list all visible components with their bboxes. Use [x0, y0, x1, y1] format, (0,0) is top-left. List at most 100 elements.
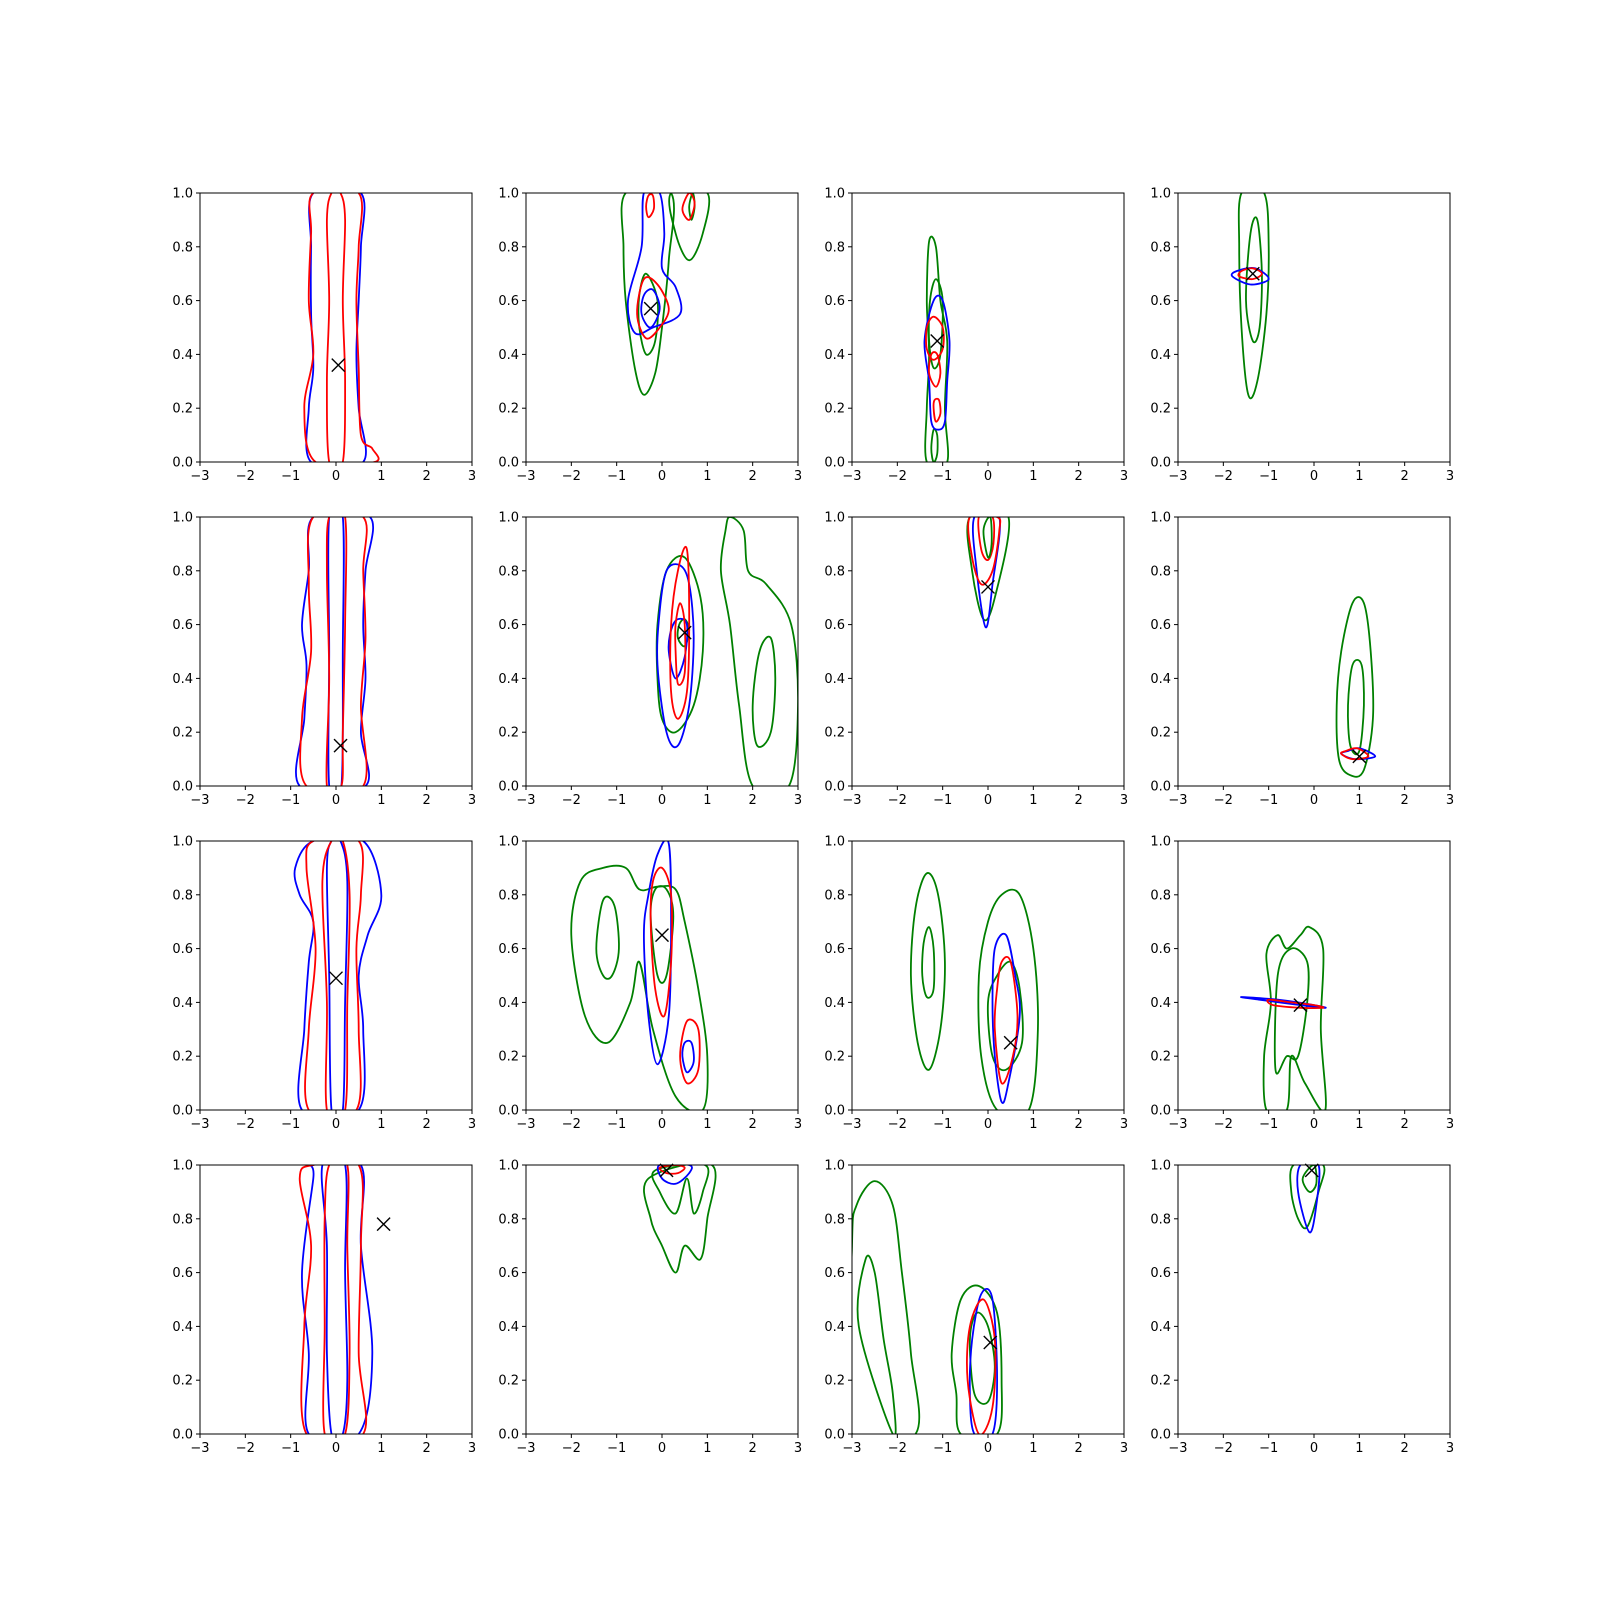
x-tick-label: −3 [1168, 469, 1187, 484]
x-tick-label: −1 [1259, 1441, 1278, 1456]
y-tick-label: 0.6 [824, 942, 845, 957]
y-tick-label: 0.8 [498, 888, 519, 903]
contour-green [668, 193, 711, 262]
plot-area [525, 840, 799, 1111]
x-tick-label: 0 [332, 1441, 340, 1456]
contour-red [669, 546, 691, 720]
marker-x [643, 301, 658, 316]
x-tick-label: 2 [423, 1117, 431, 1132]
x-tick-label: −3 [516, 469, 535, 484]
y-tick-label: 1.0 [498, 511, 519, 526]
y-tick-label: 0.8 [498, 1212, 519, 1227]
subplot-r2-c2: −3 −2 −1 0 1 2 3 0.0 0.2 0.4 0.6 0.8 1.0 [824, 835, 1128, 1133]
contour-group [1240, 925, 1327, 1110]
subplot-r2-c0: −3 −2 −1 0 1 2 3 0.0 0.2 0.4 0.6 0.8 1.0 [172, 835, 476, 1133]
contour-green [950, 1284, 1003, 1434]
contour-red [645, 193, 656, 219]
marker-x [1245, 266, 1260, 281]
contour-green [982, 517, 993, 559]
y-tick-label: 0.6 [498, 1266, 519, 1281]
subplot-r0-c2: −3 −2 −1 0 1 2 3 0.0 0.2 0.4 0.6 0.8 1.0 [824, 187, 1128, 485]
x-tick-label: −2 [1214, 1117, 1233, 1132]
x-tick-label: 3 [1446, 469, 1454, 484]
y-tick-label: 0.4 [172, 672, 193, 687]
y-tick-label: 1.0 [498, 835, 519, 850]
x-tick-label: −2 [888, 1117, 907, 1132]
x-tick-label: −1 [1259, 793, 1278, 808]
subplot-r0-c3: −3 −2 −1 0 1 2 3 0.0 0.2 0.4 0.6 0.8 1.0 [1150, 187, 1454, 485]
x-tick-label: −2 [888, 1441, 907, 1456]
y-tick-label: 1.0 [498, 187, 519, 202]
subplot-r2-c3: −3 −2 −1 0 1 2 3 0.0 0.2 0.4 0.6 0.8 1.0 [1150, 835, 1454, 1133]
x-tick-label: −2 [888, 793, 907, 808]
y-tick-label: 0.2 [1150, 1374, 1171, 1389]
subplot-r3-c0: −3 −2 −1 0 1 2 3 0.0 0.2 0.4 0.6 0.8 1.0 [172, 1159, 476, 1457]
x-tick-label: −1 [1259, 469, 1278, 484]
contour-blue [293, 841, 383, 1110]
y-tick-label: 0.0 [172, 780, 193, 795]
y-tick-label: 0.4 [1150, 1320, 1171, 1335]
x-tick-label: 0 [984, 469, 992, 484]
x-tick-label: −1 [607, 469, 626, 484]
x-tick-label: 2 [1401, 793, 1409, 808]
y-tick-label: 0.6 [1150, 294, 1171, 309]
marker-x [677, 625, 692, 640]
contour-group [620, 193, 711, 396]
contour-green [751, 635, 777, 748]
y-tick-label: 0.8 [498, 240, 519, 255]
contour-group [909, 872, 1039, 1110]
x-tick-label: 1 [1029, 1441, 1037, 1456]
y-tick-label: 0.2 [172, 726, 193, 741]
x-tick-label: −2 [562, 469, 581, 484]
marker-x [930, 333, 945, 348]
y-tick-label: 0.8 [824, 240, 845, 255]
y-tick-label: 0.2 [498, 1050, 519, 1065]
x-tick-label: 3 [1120, 1117, 1128, 1132]
contour-blue [643, 841, 672, 1066]
contour-red [967, 517, 1002, 586]
x-tick-label: 0 [1310, 1441, 1318, 1456]
contour-red [679, 1018, 701, 1085]
y-tick-label: 0.4 [824, 672, 845, 687]
y-tick-label: 0.2 [172, 402, 193, 417]
contour-group [1335, 596, 1377, 778]
x-tick-label: −2 [236, 793, 255, 808]
y-tick-label: 0.0 [1150, 1428, 1171, 1443]
y-tick-label: 0.4 [172, 996, 193, 1011]
y-tick-label: 0.4 [824, 1320, 845, 1335]
y-tick-label: 0.8 [172, 564, 193, 579]
marker-x [333, 738, 348, 753]
contour-red [321, 841, 351, 1110]
contour-group [303, 193, 380, 462]
x-tick-label: −2 [562, 793, 581, 808]
y-tick-label: 0.2 [824, 726, 845, 741]
x-tick-label: −2 [1214, 793, 1233, 808]
x-tick-label: 3 [1120, 469, 1128, 484]
x-tick-label: 2 [1075, 793, 1083, 808]
y-tick-label: 0.2 [824, 402, 845, 417]
contour-blue [991, 932, 1021, 1104]
contour-green [856, 1254, 897, 1434]
y-tick-label: 0.6 [172, 1266, 193, 1281]
y-tick-label: 0.8 [824, 888, 845, 903]
plot-area [851, 840, 1125, 1111]
x-tick-label: 1 [703, 1117, 711, 1132]
x-tick-label: −1 [281, 793, 300, 808]
contour-blue [320, 1165, 349, 1434]
y-tick-label: 0.2 [1150, 726, 1171, 741]
contour-green [1335, 596, 1375, 778]
x-tick-label: 0 [984, 1441, 992, 1456]
x-tick-label: 3 [794, 1441, 802, 1456]
marker-x [1304, 1163, 1319, 1178]
contour-red [303, 193, 380, 462]
x-tick-label: 1 [1355, 793, 1363, 808]
x-tick-label: 0 [658, 793, 666, 808]
x-tick-label: −1 [933, 469, 952, 484]
y-tick-label: 0.4 [498, 672, 519, 687]
y-tick-label: 0.4 [824, 348, 845, 363]
y-tick-label: 0.2 [1150, 1050, 1171, 1065]
x-tick-label: 2 [423, 793, 431, 808]
x-tick-label: 1 [1355, 469, 1363, 484]
contour-green [651, 1165, 710, 1215]
x-tick-label: 2 [423, 1441, 431, 1456]
